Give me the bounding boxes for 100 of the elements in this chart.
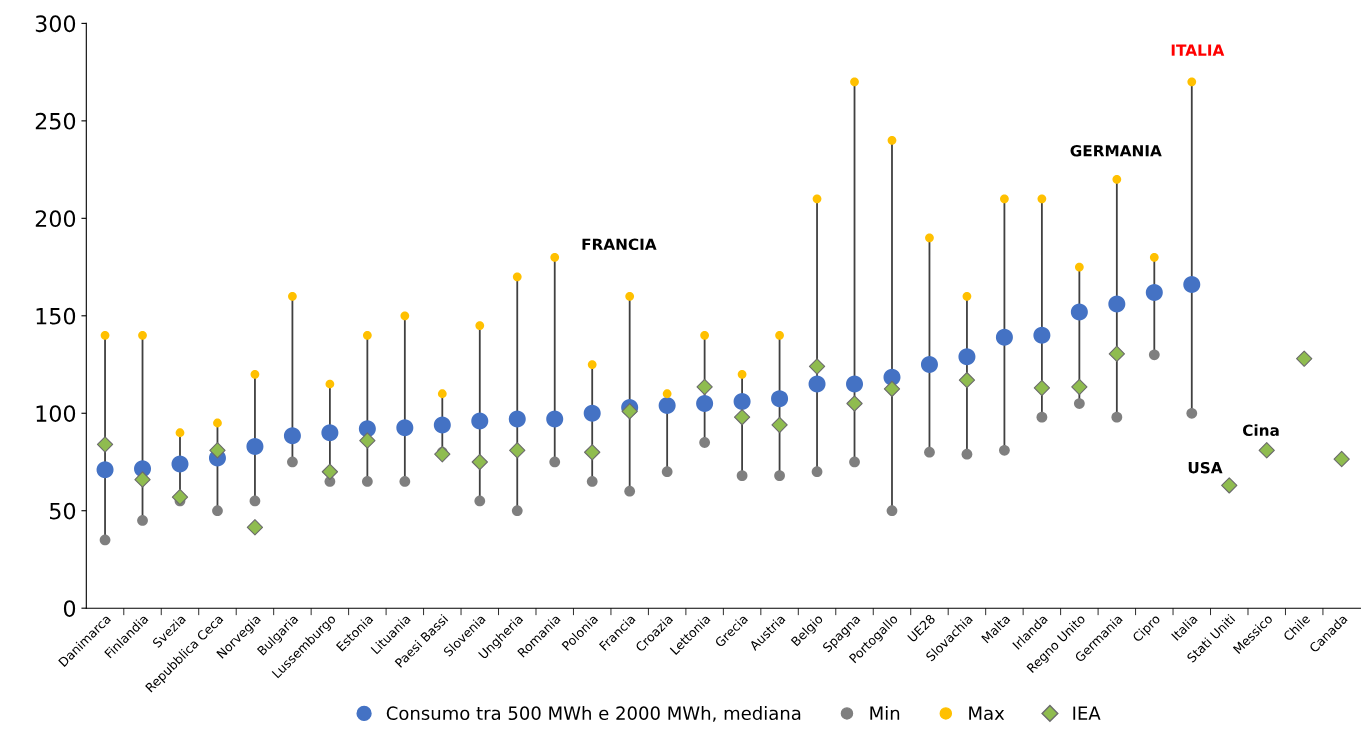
point (699, 437, 710, 448)
point (1183, 276, 1201, 294)
point (400, 311, 410, 321)
y-tick-label: 100 (36, 405, 76, 423)
point (249, 495, 261, 507)
point (846, 375, 864, 393)
point (321, 463, 339, 480)
point (811, 466, 823, 478)
point (209, 442, 226, 459)
legend-label: Consumo tra 500 MWh e 2000 MWh, mediana (386, 706, 801, 722)
point (171, 488, 189, 506)
point (96, 461, 114, 479)
point (96, 436, 114, 453)
point (137, 515, 148, 526)
point (1221, 477, 1238, 494)
point (171, 455, 189, 473)
point (658, 396, 676, 414)
point (700, 330, 710, 340)
point (433, 416, 451, 434)
point (99, 534, 111, 546)
point (1186, 407, 1198, 419)
point (1070, 303, 1088, 321)
point (583, 404, 601, 422)
point (1258, 442, 1275, 459)
point (775, 330, 784, 340)
point (287, 456, 298, 468)
point (887, 135, 897, 145)
point (546, 410, 564, 428)
legend-label: Min (870, 706, 900, 720)
annotation: ITALIA (1171, 44, 1225, 56)
point (138, 330, 147, 340)
point (399, 476, 411, 487)
point (624, 485, 636, 497)
point (474, 495, 486, 507)
point (362, 330, 372, 340)
point (737, 369, 747, 379)
point (1073, 398, 1085, 409)
point (625, 291, 635, 301)
point (1033, 379, 1051, 397)
point (437, 389, 447, 399)
point (509, 442, 526, 459)
point (733, 408, 751, 426)
point (886, 505, 898, 517)
point (1149, 252, 1159, 262)
point (100, 330, 110, 340)
annotation: Cina (1242, 424, 1279, 437)
point (924, 446, 935, 458)
y-tick-label: 150 (36, 307, 76, 325)
point (1037, 194, 1047, 204)
annotation: USA (1188, 461, 1223, 474)
y-tick-label: 250 (35, 112, 76, 130)
point (1108, 345, 1125, 362)
point (512, 272, 522, 282)
point (1333, 450, 1350, 468)
point (1111, 411, 1123, 423)
point (434, 446, 451, 463)
legend-label: IEA (1073, 706, 1101, 720)
point (288, 291, 297, 301)
point (250, 369, 260, 379)
point (1000, 194, 1009, 204)
point (883, 380, 901, 398)
point (696, 378, 713, 396)
point (471, 412, 489, 430)
point (925, 233, 934, 243)
point (920, 356, 938, 374)
point (584, 444, 601, 461)
point (661, 466, 673, 478)
annotation: FRANCIA (582, 238, 657, 251)
point (1108, 295, 1126, 313)
point (321, 424, 339, 442)
point (508, 410, 526, 428)
point (808, 375, 826, 393)
point (1148, 349, 1160, 361)
point (586, 476, 598, 487)
point (958, 348, 976, 366)
point (733, 393, 751, 411)
point (961, 448, 973, 460)
y-tick-label: 0 (63, 600, 76, 617)
point (812, 194, 822, 204)
point (475, 321, 485, 330)
point (850, 77, 859, 87)
point (771, 416, 788, 434)
point (549, 456, 561, 468)
point (774, 470, 785, 482)
point (962, 291, 972, 301)
point (1112, 174, 1122, 184)
point (995, 328, 1013, 346)
point (396, 419, 414, 437)
point (359, 432, 376, 449)
point (134, 471, 151, 488)
point (771, 390, 789, 408)
point (808, 358, 826, 375)
y-tick-label: 200 (35, 210, 76, 228)
point (213, 418, 222, 428)
point (662, 389, 672, 399)
point (1036, 411, 1048, 423)
point (846, 395, 863, 412)
point (1071, 378, 1088, 396)
point (849, 456, 860, 468)
y-tick-label: 50 (50, 502, 76, 520)
